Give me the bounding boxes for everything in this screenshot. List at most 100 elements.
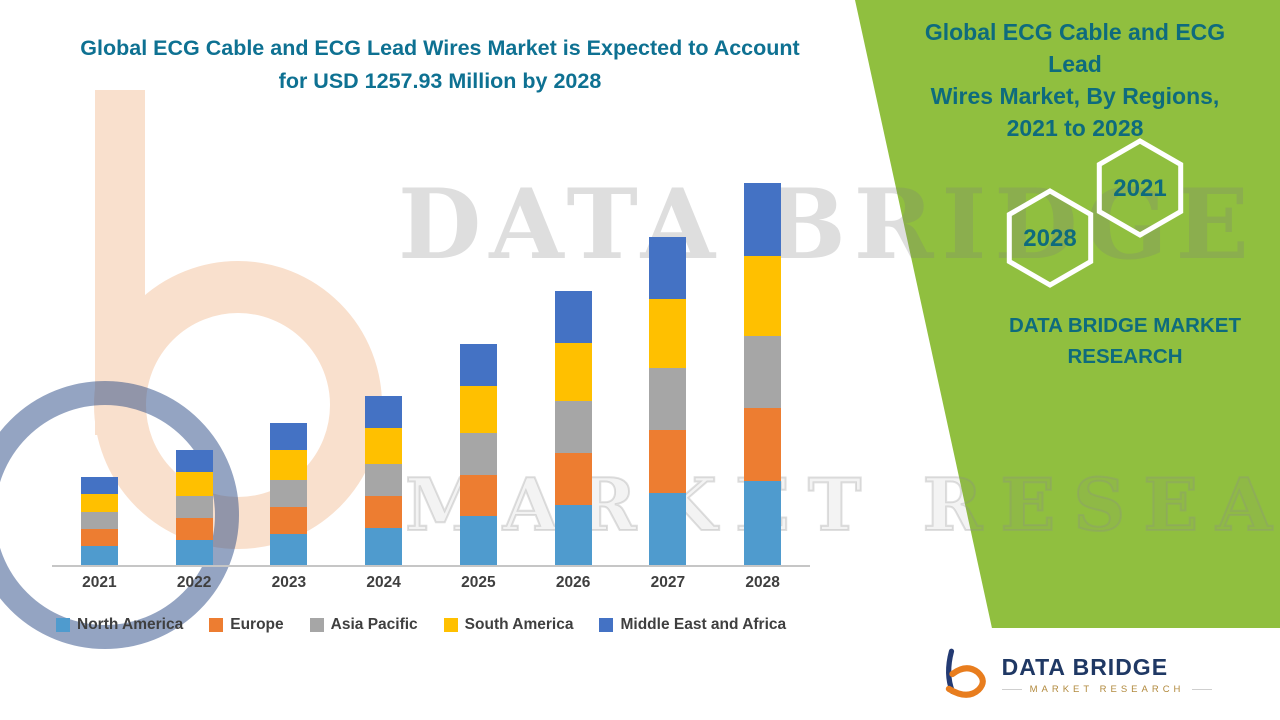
x-axis-label-2022: 2022: [176, 574, 212, 591]
x-axis: 2021 2022 2023 2024 2025 2026 2027 2028: [52, 574, 810, 592]
chart-title-line1: Global ECG Cable and ECG Lead Wires Mark…: [80, 36, 800, 60]
databridge-logo-icon: [945, 648, 986, 698]
segment-europe: [175, 517, 213, 540]
hexagon-2028-label: 2028: [1023, 225, 1076, 252]
segment-europe: [554, 452, 592, 505]
legend-item-asia-pacific: Asia Pacific: [309, 616, 418, 634]
segment-south-america: [270, 449, 308, 480]
watermark-logo: [0, 40, 430, 665]
segment-north-america: [554, 504, 592, 565]
panel-brand-line1: DATA BRIDGE MARKET: [1009, 314, 1241, 337]
x-axis-label-2025: 2025: [461, 574, 496, 591]
stacked-bar-2028: [744, 183, 782, 565]
watermark-logo-shapes: [0, 90, 382, 649]
hexagon-badges-svg: 2021 2028: [1006, 138, 1184, 288]
segment-europe: [80, 528, 118, 546]
hexagon-2021-label: 2021: [1113, 175, 1166, 202]
x-axis-label-2026: 2026: [555, 574, 591, 591]
segment-asia-pacific: [80, 512, 118, 529]
segment-asia-pacific: [649, 368, 687, 431]
stacked-bar-2022: [175, 449, 213, 565]
segment-middle-east-and-africa: [649, 237, 687, 300]
legend-label-middle-east-and-africa: Middle East and Africa: [620, 616, 787, 633]
segment-north-america: [175, 539, 213, 565]
segment-europe: [744, 408, 782, 481]
bar-slot-2025: [431, 343, 526, 565]
bar-slot-2028: [715, 183, 810, 565]
stacked-bar-2025: [459, 343, 497, 565]
plot-area: [52, 175, 810, 567]
legend-item-middle-east-and-africa: Middle East and Africa: [599, 616, 786, 634]
segment-middle-east-and-africa: [744, 183, 782, 256]
segment-asia-pacific: [744, 335, 782, 409]
segment-asia-pacific: [175, 495, 213, 518]
hexagon-badges: 2021 2028: [990, 138, 1200, 313]
legend-item-north-america: North America: [56, 616, 183, 634]
legend-swatch-europe: [209, 618, 224, 632]
stacked-bar-2024: [365, 396, 403, 565]
panel-brand-line2: RESEARCH: [1067, 345, 1183, 368]
databridge-logo-name: DATA BRIDGE: [1001, 653, 1169, 680]
segment-north-america: [365, 527, 403, 565]
legend: North America Europe Asia Pacific South Ame…: [56, 616, 786, 634]
hexagon-2028: [1006, 188, 1094, 288]
legend-label-europe: Europe: [230, 616, 284, 633]
panel-heading-line3: 2021 to 2028: [1006, 115, 1144, 141]
segment-north-america: [270, 533, 308, 565]
segment-south-america: [459, 386, 497, 433]
segment-asia-pacific: [554, 401, 592, 453]
databridge-logo: DATA BRIDGE MARKET RESEARCH: [866, 628, 1280, 720]
panel-brand-text: DATA BRIDGE MARKET RESEARCH: [975, 310, 1275, 372]
segment-asia-pacific: [459, 432, 497, 475]
segment-europe: [270, 506, 308, 534]
stacked-bar-2027: [649, 237, 687, 565]
bar-slot-2022: [147, 449, 242, 565]
stacked-bar-2023: [270, 422, 308, 565]
segment-asia-pacific: [365, 463, 403, 496]
segment-north-america: [649, 492, 687, 565]
stacked-bar-chart: 2021 2022 2023 2024 2025 2026 2027 2028: [52, 175, 810, 592]
legend-swatch-north-america: [56, 618, 70, 632]
segment-middle-east-and-africa: [80, 477, 118, 494]
x-axis-label-2028: 2028: [745, 574, 780, 591]
legend-label-south-america: South America: [464, 616, 574, 633]
x-axis-label-2023: 2023: [271, 574, 307, 591]
x-axis-label-2027: 2027: [650, 574, 686, 591]
panel-heading-line1: Global ECG Cable and ECG Lead: [924, 19, 1226, 77]
segment-south-america: [649, 299, 687, 369]
x-axis-label-2021: 2021: [82, 574, 117, 591]
databridge-logo-subtitle: MARKET RESEARCH: [1002, 684, 1213, 695]
panel-heading-line2: Wires Market, By Regions,: [930, 83, 1220, 109]
segment-middle-east-and-africa: [365, 396, 403, 429]
bar-slot-2027: [621, 237, 716, 565]
bar-slot-2024: [336, 396, 431, 565]
bar-slot-2026: [526, 291, 621, 565]
legend-swatch-south-america: [443, 618, 458, 632]
segment-south-america: [554, 343, 592, 402]
hexagon-2021: [1096, 138, 1184, 238]
legend-label-asia-pacific: Asia Pacific: [330, 616, 418, 633]
legend-swatch-asia-pacific: [309, 618, 324, 632]
bar-slot-2021: [52, 477, 147, 565]
x-axis-label-2024: 2024: [366, 574, 401, 591]
legend-label-north-america: North America: [77, 616, 184, 633]
stacked-bar-2021: [80, 477, 118, 565]
segment-europe: [459, 474, 497, 517]
segment-middle-east-and-africa: [175, 449, 213, 472]
segment-south-america: [175, 471, 213, 496]
chart-title-line2: for USD 1257.93 Million by 2028: [278, 69, 602, 93]
segment-middle-east-and-africa: [554, 291, 592, 344]
stacked-bar-2026: [554, 291, 592, 565]
segment-north-america: [80, 545, 118, 565]
segment-north-america: [744, 480, 782, 565]
databridge-logo-text: DATA BRIDGE MARKET RESEARCH: [1002, 654, 1213, 695]
legend-item-europe: Europe: [209, 616, 284, 634]
panel-heading: Global ECG Cable and ECG Lead Wires Mark…: [900, 16, 1250, 144]
segment-south-america: [80, 493, 118, 513]
legend-item-south-america: South America: [443, 616, 574, 634]
chart-title: Global ECG Cable and ECG Lead Wires Mark…: [50, 32, 830, 98]
segment-middle-east-and-africa: [270, 422, 308, 450]
segment-europe: [649, 430, 687, 493]
segment-europe: [365, 495, 403, 528]
segment-asia-pacific: [270, 479, 308, 507]
